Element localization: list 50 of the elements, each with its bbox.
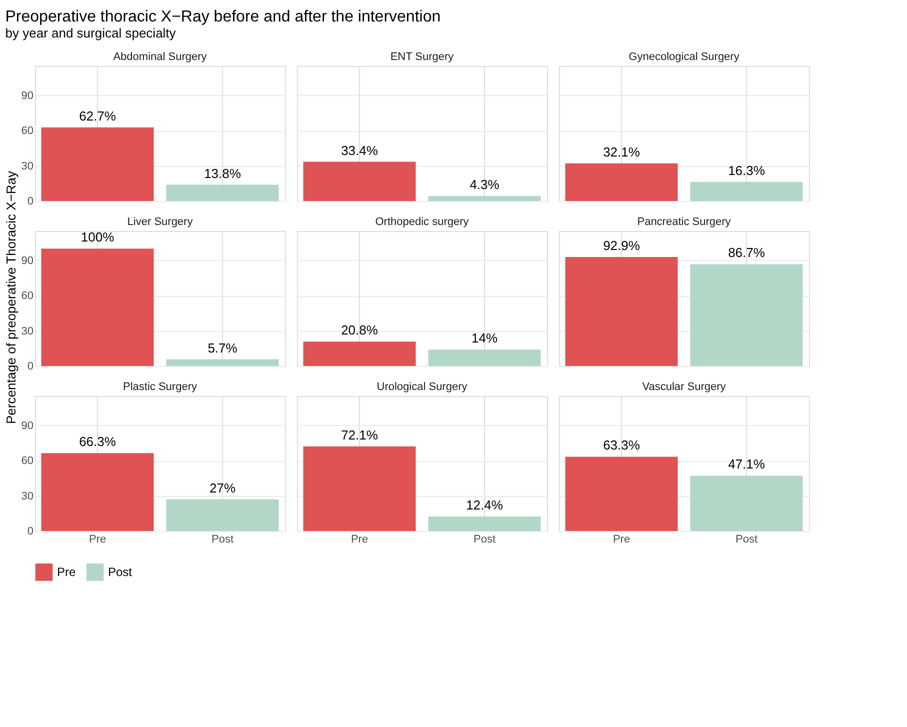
x-tick-label: Post	[735, 534, 758, 546]
chart-title: Pancreatic Surgery	[637, 216, 732, 228]
chart-title: Liver Surgery	[127, 216, 194, 228]
y-axis-title: Percentage of preoperative Thoracic X−Ray	[3, 170, 18, 424]
x-tick-label: Post	[473, 534, 496, 546]
data-label: 5.7%	[208, 340, 238, 356]
data-label: 72.1%	[341, 427, 378, 442]
data-label: 47.1%	[728, 456, 766, 472]
x-tick-label: Pre	[88, 534, 106, 546]
legend-label: Post	[108, 565, 133, 580]
data-label: 20.8%	[341, 322, 378, 338]
data-label: 100%	[80, 230, 115, 245]
chart-title: Abdominal Surgery	[113, 51, 208, 63]
data-label: 66.3%	[79, 434, 116, 450]
y-tick-label: 90	[21, 90, 34, 102]
y-tick-label: 60	[21, 455, 34, 468]
data-label: 4.3%	[470, 176, 500, 192]
data-label: 13.8%	[204, 166, 242, 181]
text: Preoperative thoracic X−Ray before and after the intervention	[5, 8, 441, 26]
data-label: 86.7%	[728, 245, 766, 260]
chart-title: Vascular Surgery	[642, 381, 726, 393]
data-label: 16.3%	[728, 162, 766, 178]
chart-title: ENT Surgery	[390, 51, 454, 63]
data-label: 62.7%	[79, 108, 116, 124]
y-tick-label: 90	[21, 420, 34, 432]
data-label: 33.4%	[341, 142, 378, 158]
data-label: 63.3%	[603, 438, 640, 453]
data-label: 12.4%	[466, 497, 504, 512]
x-tick-label: Pre	[350, 534, 368, 546]
data-label: 27%	[209, 480, 236, 496]
y-tick-label: 0	[27, 196, 34, 208]
y-tick-label: 60	[21, 125, 34, 138]
y-tick-label: 90	[21, 254, 34, 267]
data-label: 92.9%	[603, 238, 640, 253]
y-tick-label: 30	[21, 160, 34, 172]
legend-label: Pre	[57, 565, 76, 580]
y-tick-label: 0	[27, 360, 34, 372]
data-label: 14%	[471, 330, 498, 346]
y-tick-label: 30	[21, 325, 34, 338]
chart-title: Orthopedic surgery	[375, 216, 470, 228]
data-label: 32.1%	[603, 144, 640, 160]
x-tick-label: Pre	[612, 534, 630, 546]
chart-title: Plastic Surgery	[123, 381, 198, 393]
chart-title: Gynecological Surgery	[628, 51, 740, 63]
text: by year and surgical specialty	[5, 26, 176, 40]
chart-title: Urological Surgery	[376, 381, 468, 393]
y-tick-label: 0	[27, 526, 34, 538]
y-tick-label: 60	[21, 290, 34, 302]
y-tick-label: 30	[21, 490, 34, 502]
x-tick-label: Post	[211, 534, 234, 546]
